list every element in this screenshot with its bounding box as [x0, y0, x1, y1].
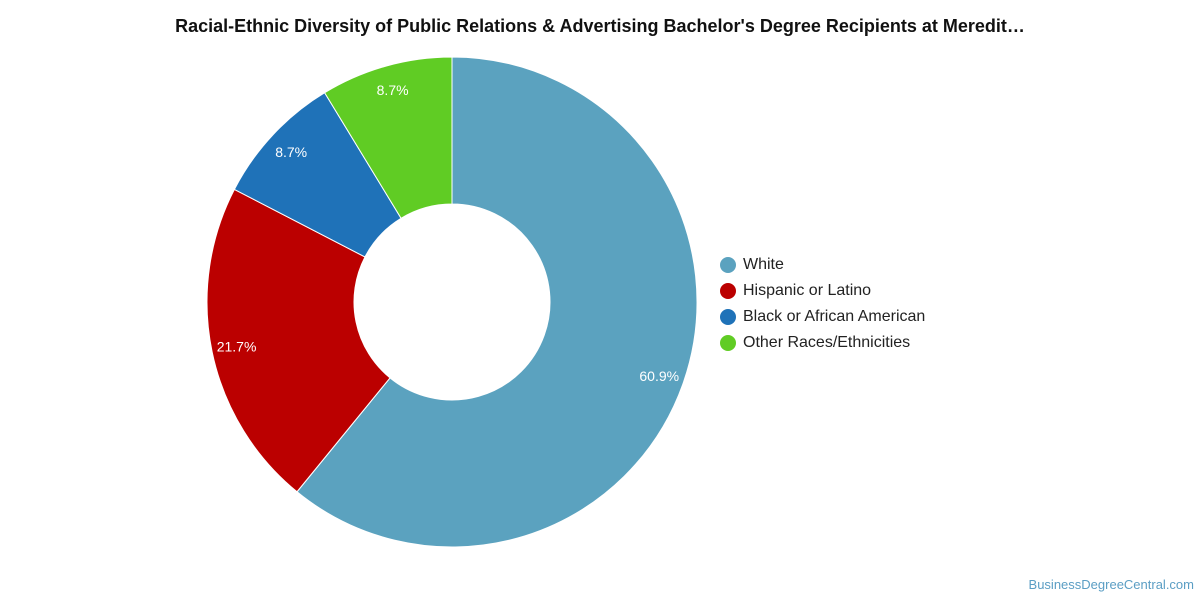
- legend-item[interactable]: Black or African American: [720, 304, 925, 330]
- slice-hispanic-or-latino[interactable]: [206, 188, 391, 493]
- legend-label: Black or African American: [743, 308, 926, 325]
- legend: White Hispanic or Latino Black or African …: [720, 252, 925, 356]
- legend-label: Other Races/Ethnicities: [743, 334, 911, 351]
- legend-item[interactable]: White: [720, 252, 925, 278]
- legend-item[interactable]: Hispanic or Latino: [720, 278, 925, 304]
- legend-swatch: [720, 309, 736, 325]
- legend-swatch: [720, 283, 736, 299]
- legend-swatch: [720, 257, 736, 273]
- chart-title: Racial-Ethnic Diversity of Public Relati…: [175, 16, 1025, 36]
- slice-label: 21.7%: [217, 339, 257, 355]
- watermark: BusinessDegreeCentral.com: [1028, 577, 1194, 592]
- legend-swatch: [720, 335, 736, 351]
- slice-other-races-ethnicities[interactable]: [323, 56, 453, 219]
- legend-label: White: [743, 256, 784, 273]
- slice-white[interactable]: [296, 56, 698, 548]
- slice-label: 60.9%: [639, 368, 679, 384]
- legend-label: Hispanic or Latino: [743, 282, 872, 299]
- slice-label: 8.7%: [377, 82, 409, 98]
- slice-label: 8.7%: [275, 144, 307, 160]
- legend-item[interactable]: Other Races/Ethnicities: [720, 330, 925, 356]
